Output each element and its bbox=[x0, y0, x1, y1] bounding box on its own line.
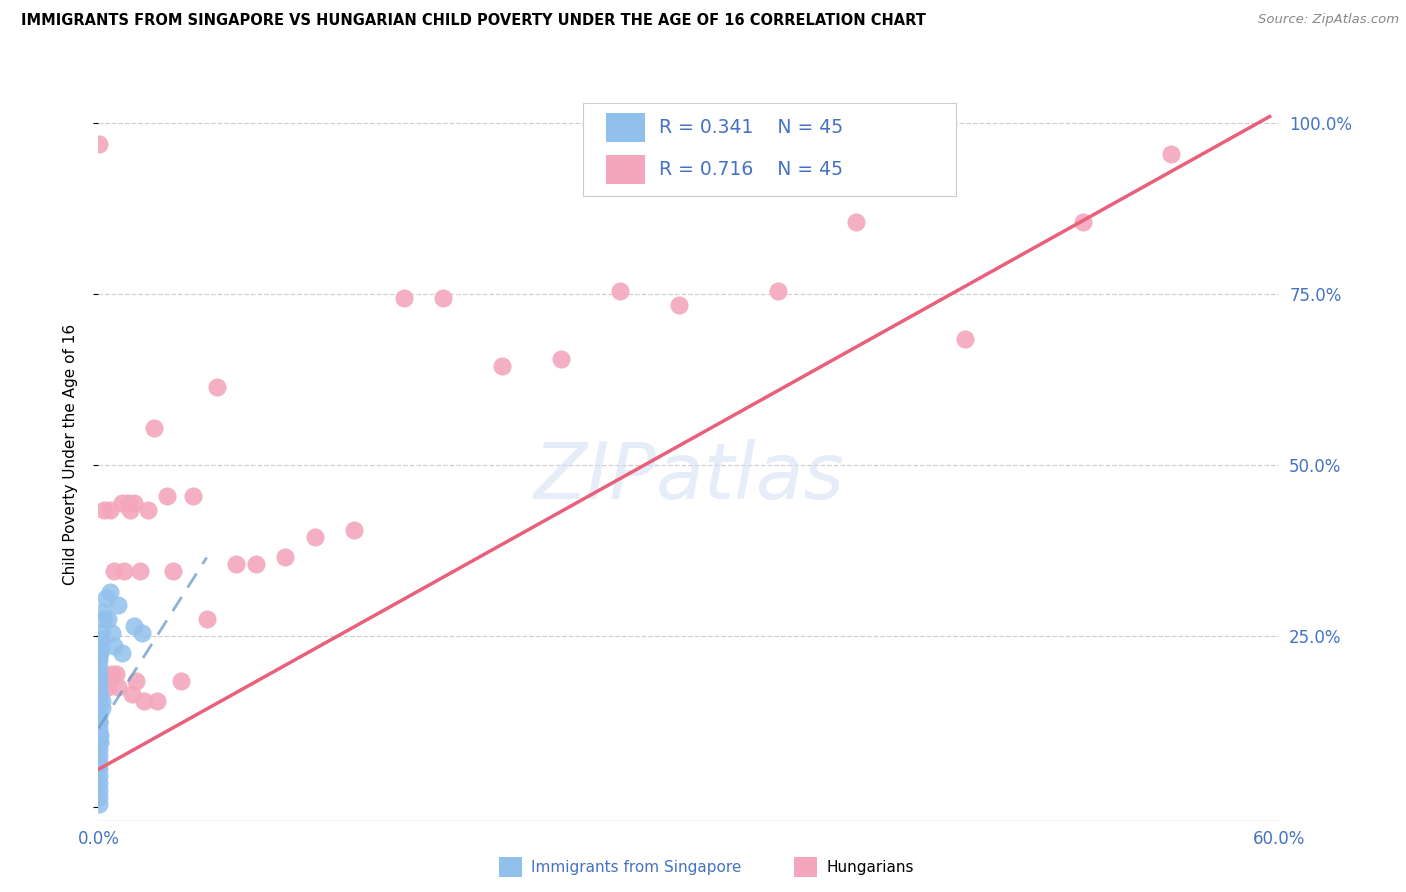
Point bbox=[111, 496, 134, 510]
Point bbox=[87, 763, 110, 777]
Point bbox=[117, 496, 139, 510]
Point bbox=[111, 646, 134, 660]
Point bbox=[766, 284, 789, 298]
Point bbox=[87, 136, 110, 151]
Point bbox=[122, 496, 145, 510]
Point bbox=[91, 605, 114, 619]
Y-axis label: Child Poverty Under the Age of 16: Child Poverty Under the Age of 16 bbox=[63, 325, 77, 585]
Point bbox=[103, 564, 125, 578]
Point bbox=[162, 564, 184, 578]
Point bbox=[845, 215, 868, 229]
Point bbox=[89, 646, 111, 660]
Point bbox=[170, 673, 193, 688]
Text: Immigrants from Singapore: Immigrants from Singapore bbox=[531, 860, 742, 874]
Point bbox=[87, 722, 110, 736]
Point bbox=[87, 714, 110, 729]
Point bbox=[89, 728, 111, 742]
Text: Source: ZipAtlas.com: Source: ZipAtlas.com bbox=[1258, 13, 1399, 27]
Point bbox=[146, 694, 169, 708]
Point bbox=[97, 612, 120, 626]
Point bbox=[128, 564, 150, 578]
Point bbox=[668, 297, 690, 311]
Point bbox=[89, 687, 111, 701]
Point bbox=[87, 646, 110, 660]
Point bbox=[101, 666, 124, 681]
Point bbox=[121, 687, 143, 701]
Text: R = 0.341    N = 45: R = 0.341 N = 45 bbox=[659, 118, 844, 137]
Point bbox=[181, 489, 204, 503]
Point bbox=[87, 769, 110, 783]
Point bbox=[343, 523, 366, 537]
Point bbox=[87, 660, 110, 674]
Point bbox=[432, 291, 454, 305]
Point bbox=[112, 564, 135, 578]
Point bbox=[103, 640, 125, 654]
Point bbox=[122, 619, 145, 633]
Point bbox=[101, 625, 124, 640]
Point bbox=[89, 735, 111, 749]
Point bbox=[953, 332, 976, 346]
Point bbox=[87, 742, 110, 756]
Point bbox=[89, 714, 111, 729]
Point bbox=[87, 756, 110, 770]
Point bbox=[274, 550, 297, 565]
Point bbox=[98, 502, 121, 516]
Point bbox=[136, 502, 159, 516]
Point bbox=[107, 599, 129, 613]
Point bbox=[91, 694, 114, 708]
Point bbox=[87, 687, 110, 701]
Point bbox=[550, 352, 572, 367]
Point bbox=[87, 797, 110, 811]
Point bbox=[87, 748, 110, 763]
Text: ZIPatlas: ZIPatlas bbox=[533, 439, 845, 515]
Point bbox=[93, 612, 115, 626]
Point bbox=[105, 666, 128, 681]
Point bbox=[107, 681, 129, 695]
Point bbox=[87, 694, 110, 708]
Point bbox=[195, 612, 218, 626]
Point bbox=[87, 735, 110, 749]
Point bbox=[89, 687, 111, 701]
Point bbox=[205, 379, 228, 393]
Point bbox=[89, 640, 111, 654]
Point bbox=[97, 681, 120, 695]
Point bbox=[245, 558, 267, 572]
Point bbox=[87, 707, 110, 722]
Point bbox=[87, 728, 110, 742]
Point bbox=[1071, 215, 1094, 229]
Point bbox=[131, 625, 153, 640]
Point bbox=[118, 502, 141, 516]
Point bbox=[91, 666, 114, 681]
Text: Hungarians: Hungarians bbox=[827, 860, 914, 874]
Point bbox=[87, 776, 110, 790]
Point bbox=[87, 783, 110, 797]
Point bbox=[91, 701, 114, 715]
Point bbox=[87, 653, 110, 667]
Point bbox=[125, 673, 148, 688]
Text: R = 0.716    N = 45: R = 0.716 N = 45 bbox=[659, 160, 844, 179]
Point bbox=[90, 625, 112, 640]
Point bbox=[96, 591, 118, 606]
Point bbox=[392, 291, 415, 305]
Point bbox=[156, 489, 179, 503]
Point bbox=[87, 673, 110, 688]
Point bbox=[98, 584, 121, 599]
Point bbox=[1160, 147, 1182, 161]
Point bbox=[491, 359, 513, 373]
Point bbox=[96, 673, 118, 688]
Point bbox=[87, 701, 110, 715]
Point bbox=[142, 420, 165, 434]
Point bbox=[89, 632, 111, 647]
Point bbox=[87, 681, 110, 695]
Point bbox=[304, 530, 326, 544]
Point bbox=[87, 666, 110, 681]
Point bbox=[87, 789, 110, 804]
Text: IMMIGRANTS FROM SINGAPORE VS HUNGARIAN CHILD POVERTY UNDER THE AGE OF 16 CORRELA: IMMIGRANTS FROM SINGAPORE VS HUNGARIAN C… bbox=[21, 13, 927, 29]
Point bbox=[90, 640, 112, 654]
Point bbox=[609, 284, 631, 298]
Point bbox=[93, 502, 115, 516]
Point bbox=[132, 694, 155, 708]
Point bbox=[225, 558, 247, 572]
